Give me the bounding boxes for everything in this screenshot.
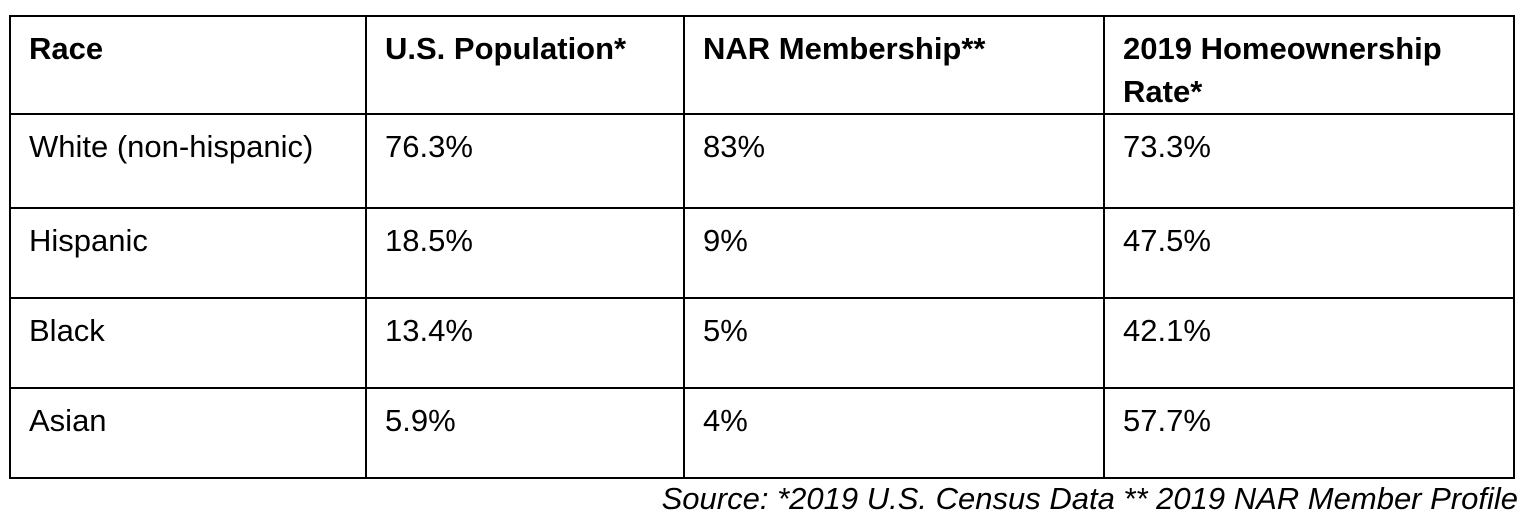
cell-nar-membership: 9% — [683, 207, 1105, 299]
cell-us-population: 76.3% — [365, 113, 685, 209]
demographics-table: Race U.S. Population* NAR Membership** 2… — [9, 15, 1515, 479]
cell-race: Black — [9, 297, 367, 389]
table-row: Asian 5.9% 4% 57.7% — [9, 387, 1515, 479]
cell-us-population: 5.9% — [365, 387, 685, 479]
cell-homeownership-rate: 42.1% — [1103, 297, 1515, 389]
cell-nar-membership: 5% — [683, 297, 1105, 389]
cell-race: Hispanic — [9, 207, 367, 299]
cell-race: Asian — [9, 387, 367, 479]
header-nar-membership: NAR Membership** — [683, 15, 1105, 115]
table-row: White (non-hispanic) 76.3% 83% 73.3% — [9, 113, 1515, 209]
cell-nar-membership: 4% — [683, 387, 1105, 479]
cell-homeownership-rate: 57.7% — [1103, 387, 1515, 479]
header-us-population: U.S. Population* — [365, 15, 685, 115]
cell-us-population: 18.5% — [365, 207, 685, 299]
cell-homeownership-rate: 47.5% — [1103, 207, 1515, 299]
header-homeownership-rate: 2019 Homeownership Rate* — [1103, 15, 1515, 115]
source-citation: Source: *2019 U.S. Census Data ** 2019 N… — [661, 481, 1518, 516]
header-race: Race — [9, 15, 367, 115]
cell-homeownership-rate: 73.3% — [1103, 113, 1515, 209]
cell-us-population: 13.4% — [365, 297, 685, 389]
table-header-row: Race U.S. Population* NAR Membership** 2… — [9, 15, 1515, 115]
table-row: Black 13.4% 5% 42.1% — [9, 297, 1515, 389]
cell-race: White (non-hispanic) — [9, 113, 367, 209]
cell-nar-membership: 83% — [683, 113, 1105, 209]
table-row: Hispanic 18.5% 9% 47.5% — [9, 207, 1515, 299]
